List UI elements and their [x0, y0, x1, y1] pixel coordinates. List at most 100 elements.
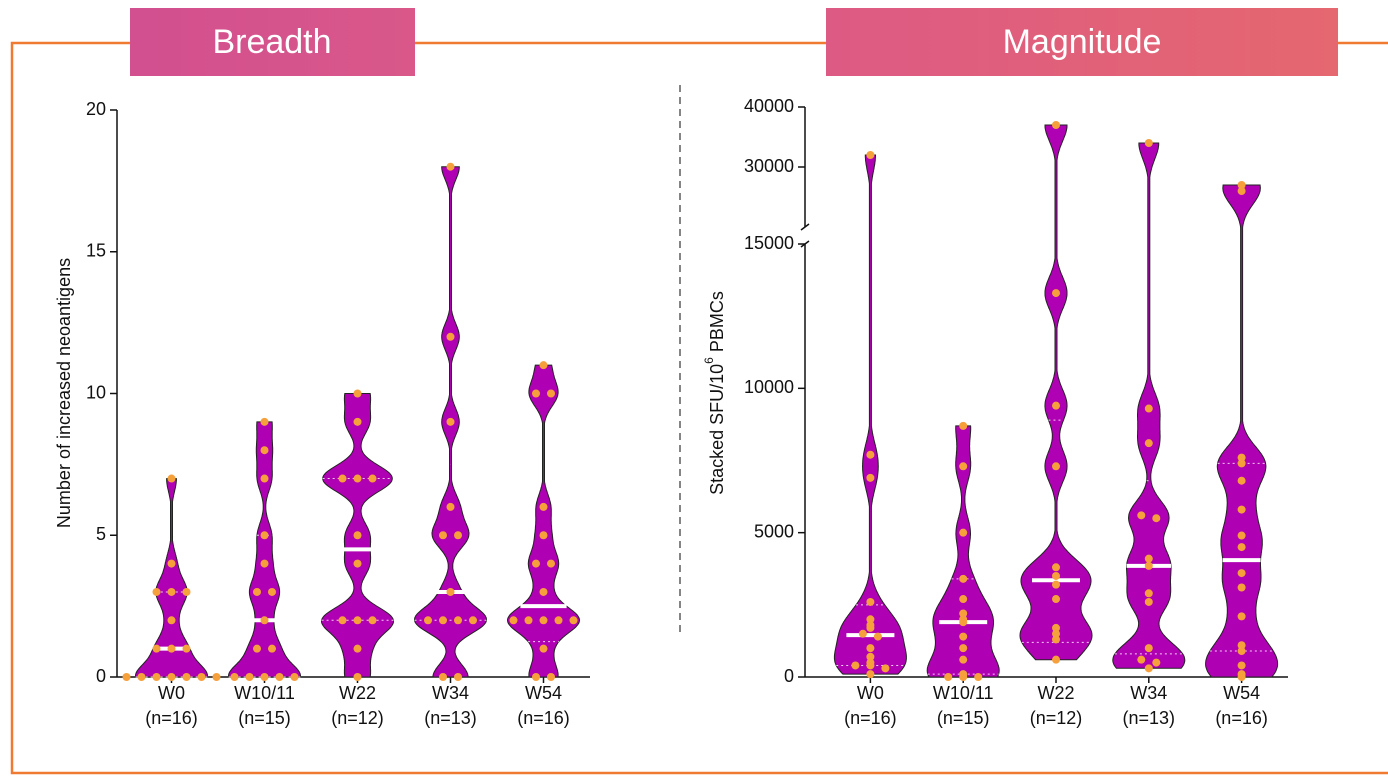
data-point — [1052, 623, 1060, 632]
data-point — [866, 615, 875, 624]
y-tick-label: 10 — [86, 382, 106, 402]
data-point — [439, 616, 447, 625]
x-tick-sublabel: (n=15) — [937, 708, 990, 728]
data-point — [974, 673, 983, 681]
x-tick-sublabel: (n=16) — [1215, 708, 1268, 728]
data-point — [1237, 505, 1246, 514]
data-point — [569, 616, 578, 625]
data-point — [353, 673, 362, 681]
data-point — [858, 629, 867, 638]
data-point — [866, 450, 875, 459]
data-point — [1144, 439, 1153, 448]
data-point — [866, 623, 875, 632]
title-box — [130, 8, 415, 76]
x-tick-label: W34 — [1130, 683, 1167, 703]
data-point — [959, 462, 968, 471]
x-tick-label: W0 — [857, 683, 884, 703]
data-point — [959, 609, 968, 618]
x-tick-sublabel: (n=16) — [844, 708, 897, 728]
data-point — [1237, 661, 1246, 670]
data-point — [866, 670, 875, 679]
y-tick-label: 20 — [86, 99, 106, 119]
data-point — [539, 361, 548, 370]
data-point — [260, 559, 269, 568]
y-tick-label: 5 — [96, 524, 106, 544]
data-point — [959, 528, 968, 537]
violin — [1205, 184, 1279, 678]
x-tick-sublabel: (n=16) — [517, 708, 570, 728]
data-point — [866, 597, 875, 606]
data-point — [1237, 583, 1246, 592]
data-point — [1144, 644, 1153, 653]
data-point — [1237, 476, 1246, 485]
x-tick-sublabel: (n=12) — [1030, 708, 1083, 728]
data-point — [1144, 597, 1153, 606]
data-point — [230, 673, 239, 681]
data-point — [197, 673, 206, 681]
violin — [926, 425, 1000, 678]
data-point — [1237, 459, 1246, 468]
data-point — [1052, 289, 1060, 298]
data-point — [1144, 404, 1153, 413]
data-point — [253, 644, 261, 653]
data-point — [1237, 673, 1246, 681]
data-point — [1237, 187, 1246, 195]
data-point — [1137, 655, 1146, 664]
data-point — [1144, 589, 1153, 598]
data-point — [167, 644, 176, 653]
data-point — [1237, 641, 1246, 650]
data-point — [866, 644, 875, 653]
y-tick-label: 40000 — [744, 96, 794, 116]
y-axis-label-part: Stacked SFU/10 — [707, 364, 727, 495]
y-tick-label: 15000 — [744, 233, 794, 253]
data-point — [182, 673, 191, 681]
data-point — [881, 664, 890, 673]
data-point — [469, 616, 477, 625]
x-tick-label: W0 — [158, 683, 185, 703]
x-tick-label: W10/11 — [234, 683, 295, 703]
x-tick-label: W22 — [1037, 683, 1074, 703]
data-point — [1237, 531, 1246, 540]
data-point — [167, 587, 176, 596]
data-point — [353, 474, 362, 483]
data-point — [446, 587, 455, 596]
data-point — [137, 673, 146, 681]
data-point — [260, 673, 269, 681]
data-point — [1052, 655, 1060, 664]
chart-title: Magnitude — [1003, 23, 1162, 61]
data-point — [524, 616, 533, 625]
data-point — [167, 559, 176, 568]
data-point — [353, 531, 362, 540]
data-point — [539, 587, 548, 596]
data-point — [338, 616, 347, 625]
data-point — [446, 332, 455, 341]
chart-title: Breadth — [212, 23, 331, 61]
data-point — [446, 417, 455, 426]
data-point — [959, 595, 968, 604]
data-point — [944, 673, 953, 681]
data-point — [1237, 453, 1246, 462]
x-tick-sublabel: (n=12) — [331, 708, 384, 728]
x-tick-sublabel: (n=13) — [424, 708, 477, 728]
data-point — [1144, 561, 1153, 570]
y-tick-label: 30000 — [744, 156, 794, 176]
data-point — [539, 502, 548, 511]
data-point — [275, 673, 284, 681]
data-point — [1052, 629, 1060, 638]
data-point — [532, 559, 540, 568]
data-point — [866, 473, 875, 482]
data-point — [1052, 635, 1060, 644]
y-tick-label: 0 — [784, 666, 794, 686]
data-point — [959, 644, 968, 653]
data-point — [873, 632, 882, 641]
axis-break — [800, 223, 810, 231]
x-tick-label: W22 — [339, 683, 376, 703]
data-point — [1237, 569, 1246, 578]
data-point — [353, 559, 362, 568]
data-point — [959, 421, 968, 430]
data-point — [1237, 543, 1246, 552]
data-point — [368, 474, 377, 483]
data-point — [167, 616, 176, 625]
data-point — [1052, 563, 1060, 572]
